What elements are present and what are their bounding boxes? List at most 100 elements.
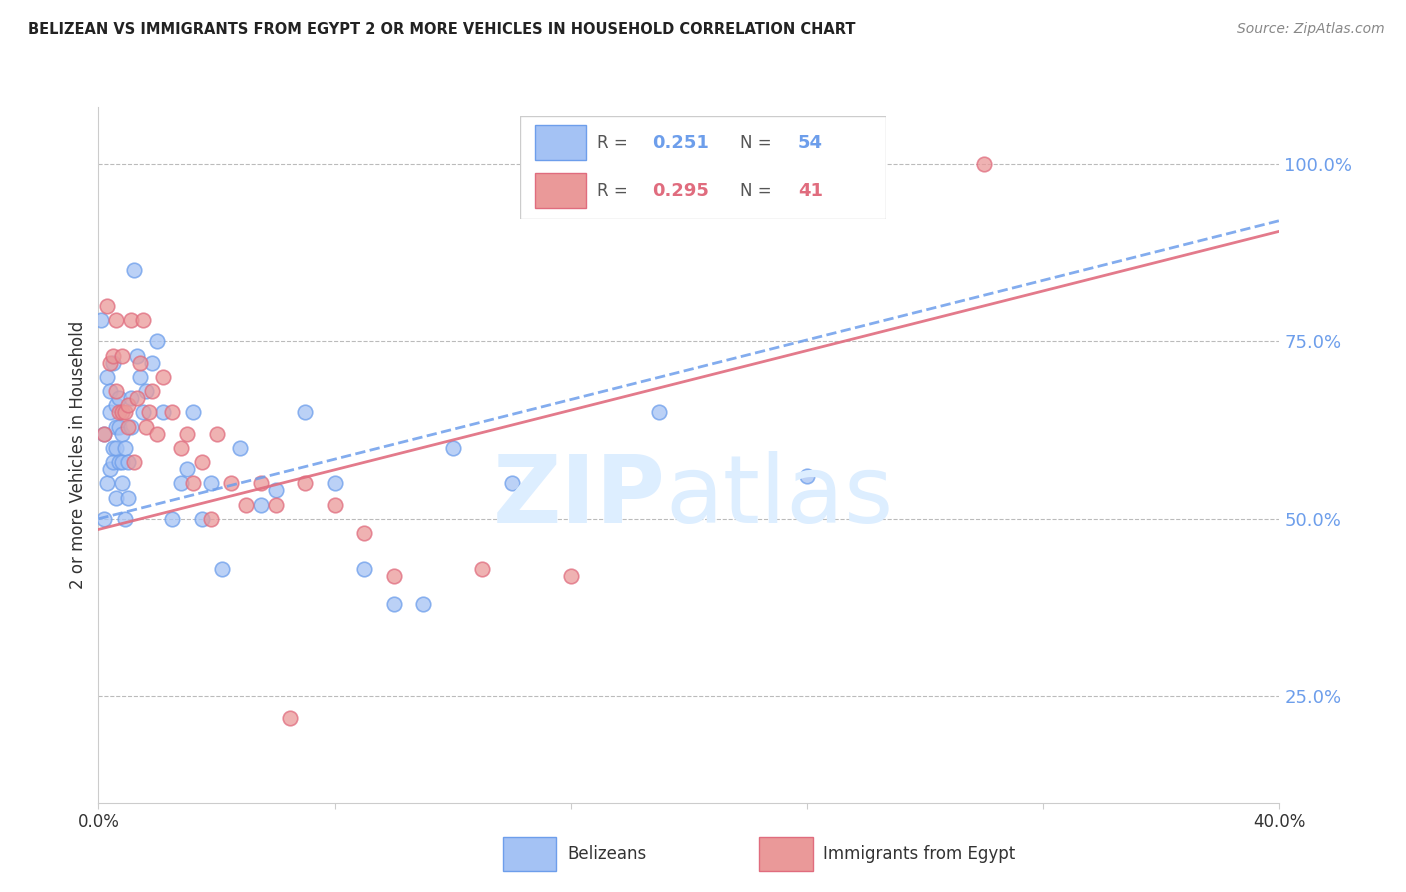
Point: [93, 512, 115, 526]
Point: [382, 597, 405, 611]
Point: [648, 405, 671, 419]
Point: [170, 441, 193, 455]
Point: [103, 349, 125, 363]
Point: [114, 405, 136, 419]
Point: [117, 491, 139, 505]
Point: [135, 419, 157, 434]
Point: [264, 498, 287, 512]
Point: [796, 469, 818, 483]
Text: BELIZEAN VS IMMIGRANTS FROM EGYPT 2 OR MORE VEHICLES IN HOUSEHOLD CORRELATION CH: BELIZEAN VS IMMIGRANTS FROM EGYPT 2 OR M…: [28, 22, 856, 37]
Point: [96, 299, 118, 313]
Point: [132, 405, 155, 419]
Point: [141, 384, 163, 398]
Text: atlas: atlas: [665, 450, 894, 542]
Point: [250, 476, 273, 491]
Point: [323, 476, 346, 491]
Point: [146, 426, 169, 441]
Point: [108, 405, 131, 419]
Point: [125, 391, 148, 405]
Point: [96, 476, 118, 491]
Point: [128, 356, 150, 370]
Point: [211, 561, 233, 575]
Point: [146, 334, 169, 349]
Point: [294, 476, 316, 491]
Point: [501, 476, 523, 491]
Point: [117, 398, 139, 412]
Point: [191, 512, 214, 526]
Point: [93, 426, 115, 441]
Text: 54: 54: [799, 134, 823, 152]
Point: [176, 462, 198, 476]
Point: [264, 483, 287, 498]
Point: [111, 405, 134, 419]
Point: [141, 356, 163, 370]
Point: [250, 498, 273, 512]
Point: [353, 526, 375, 541]
Point: [98, 405, 121, 419]
Point: [105, 398, 128, 412]
Point: [105, 419, 128, 434]
Point: [105, 441, 128, 455]
Text: N =: N =: [740, 182, 776, 200]
Point: [353, 561, 375, 575]
Point: [412, 597, 434, 611]
Point: [103, 455, 125, 469]
Point: [294, 405, 316, 419]
FancyBboxPatch shape: [520, 116, 886, 219]
Point: [191, 455, 214, 469]
Point: [105, 491, 128, 505]
Text: Immigrants from Egypt: Immigrants from Egypt: [824, 845, 1015, 863]
Point: [152, 405, 174, 419]
Point: [170, 476, 193, 491]
Point: [132, 313, 155, 327]
Point: [181, 405, 204, 419]
Point: [105, 313, 128, 327]
Point: [229, 441, 252, 455]
Point: [98, 356, 121, 370]
Point: [441, 441, 464, 455]
Point: [162, 405, 183, 419]
Point: [120, 391, 142, 405]
Point: [103, 356, 125, 370]
Point: [111, 455, 134, 469]
Text: 0.295: 0.295: [652, 182, 709, 200]
Point: [120, 419, 142, 434]
Point: [96, 369, 118, 384]
Text: N =: N =: [740, 134, 776, 152]
Point: [323, 498, 346, 512]
Point: [128, 369, 150, 384]
Text: 0.251: 0.251: [652, 134, 709, 152]
Point: [111, 476, 134, 491]
Point: [176, 426, 198, 441]
Point: [122, 263, 145, 277]
Bar: [759, 837, 813, 871]
Point: [471, 561, 494, 575]
Point: [560, 568, 582, 582]
Point: [108, 391, 131, 405]
Point: [382, 568, 405, 582]
Y-axis label: 2 or more Vehicles in Household: 2 or more Vehicles in Household: [69, 321, 87, 589]
Point: [181, 476, 204, 491]
Point: [114, 441, 136, 455]
Bar: [503, 837, 557, 871]
Point: [93, 426, 115, 441]
Point: [90, 313, 112, 327]
Text: ZIP: ZIP: [492, 450, 665, 542]
Point: [205, 426, 228, 441]
Point: [103, 441, 125, 455]
Point: [235, 498, 257, 512]
Point: [120, 313, 142, 327]
Point: [278, 710, 302, 724]
Point: [108, 455, 131, 469]
Point: [111, 426, 134, 441]
Point: [200, 512, 222, 526]
Point: [125, 349, 148, 363]
Point: [219, 476, 242, 491]
Point: [98, 462, 121, 476]
Text: Belizeans: Belizeans: [567, 845, 647, 863]
Point: [200, 476, 222, 491]
Point: [108, 419, 131, 434]
Point: [122, 455, 145, 469]
Text: R =: R =: [598, 134, 633, 152]
Point: [105, 384, 128, 398]
